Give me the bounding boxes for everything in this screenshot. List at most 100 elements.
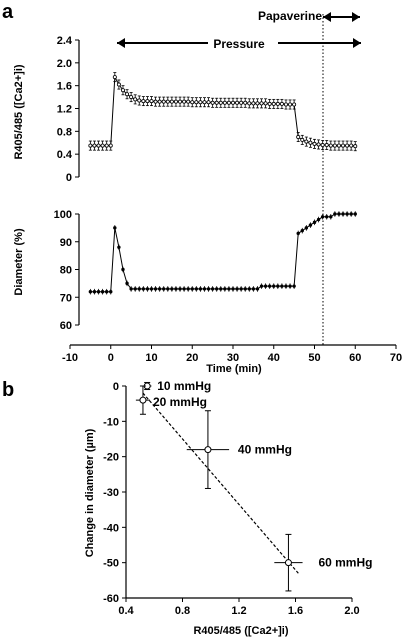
diameter-point bbox=[194, 287, 199, 291]
scatter-y-tick-label: -20 bbox=[103, 452, 119, 464]
ca-y-tick-label: 2.0 bbox=[57, 58, 72, 70]
diameter-point bbox=[312, 220, 317, 225]
ca-y-tick-label: 0.8 bbox=[57, 126, 72, 138]
diameter-point bbox=[272, 284, 276, 288]
papaverine-label: Papaverine bbox=[258, 9, 322, 23]
ca-point bbox=[345, 143, 350, 148]
ca-point bbox=[349, 143, 354, 148]
time-axis-label: Time (min) bbox=[206, 363, 262, 375]
diameter-point bbox=[215, 287, 219, 291]
diameter-point bbox=[219, 287, 223, 291]
diameter-point bbox=[153, 287, 158, 291]
ca-point bbox=[161, 99, 166, 104]
ca-point bbox=[112, 75, 117, 80]
diameter-y-tick-label: 90 bbox=[60, 237, 72, 249]
ca-point bbox=[292, 102, 297, 107]
ca-point bbox=[243, 100, 248, 105]
diameter-point bbox=[329, 215, 333, 219]
ca-point bbox=[283, 102, 288, 107]
ca-x-axis-label: R405/485 ([Ca2+]i) bbox=[193, 625, 288, 637]
diameter-point bbox=[178, 287, 182, 291]
ca-point bbox=[194, 100, 199, 105]
ca-point bbox=[259, 101, 264, 106]
diameter-point bbox=[133, 287, 137, 291]
ca-point bbox=[165, 99, 170, 104]
ca-point bbox=[120, 88, 125, 93]
diameter-point bbox=[349, 212, 353, 216]
ca-point bbox=[125, 92, 130, 97]
diameter-point bbox=[243, 287, 247, 291]
diameter-point bbox=[227, 287, 231, 291]
diameter-point bbox=[223, 287, 227, 291]
ca-point bbox=[116, 82, 121, 87]
calcium-plot: 0 0.4 0.8 1.2 1.6 2.0 2.4 bbox=[57, 35, 358, 184]
diameter-point bbox=[174, 287, 178, 291]
ca-point bbox=[133, 97, 138, 102]
diameter-point bbox=[280, 284, 284, 288]
ca-point bbox=[312, 141, 317, 146]
scatter-x-tick-label: 0.4 bbox=[118, 605, 134, 617]
ca-point bbox=[336, 143, 341, 148]
ca-point bbox=[296, 135, 301, 140]
diameter-point bbox=[251, 287, 256, 291]
diameter-point bbox=[121, 267, 125, 272]
scatter-y-tick-label: -60 bbox=[103, 593, 119, 605]
diameter-point bbox=[170, 287, 174, 291]
ca-point bbox=[157, 99, 162, 104]
diameter-point bbox=[353, 212, 357, 216]
scatter-y-tick-label: -30 bbox=[103, 487, 119, 499]
ca-point bbox=[100, 143, 105, 148]
ca-point bbox=[328, 143, 333, 148]
diameter-point bbox=[92, 290, 97, 294]
time-x-tick-label: 20 bbox=[186, 352, 198, 364]
diameter-point bbox=[125, 281, 129, 286]
diameter-point bbox=[288, 284, 292, 288]
ca-point bbox=[88, 143, 93, 148]
ca-point bbox=[173, 99, 178, 104]
ca-point bbox=[324, 143, 329, 148]
ca-point bbox=[320, 143, 325, 148]
diameter-axis-label: Diameter (%) bbox=[13, 228, 25, 296]
scatter-x-tick-label: 2.0 bbox=[344, 605, 359, 617]
ca-y-tick-label: 2.4 bbox=[57, 35, 73, 47]
diameter-point bbox=[182, 287, 186, 291]
diameter-point bbox=[345, 212, 349, 216]
ca-point bbox=[198, 100, 203, 105]
scatter-point-label: 10 mmHg bbox=[157, 379, 211, 393]
diameter-point bbox=[166, 287, 170, 291]
diameter-point bbox=[304, 226, 309, 230]
ca-point bbox=[96, 143, 101, 148]
diameter-point bbox=[263, 284, 268, 288]
diameter-point bbox=[210, 287, 215, 291]
diameter-point bbox=[157, 287, 162, 291]
scatter-trendline bbox=[142, 392, 299, 574]
ca-point bbox=[255, 101, 260, 106]
ca-y-tick-label: 0.4 bbox=[57, 149, 73, 161]
diameter-point bbox=[276, 284, 280, 288]
ca-point bbox=[104, 143, 109, 148]
ca-y-tick-label: 0 bbox=[66, 172, 72, 184]
panel-b-label: b bbox=[2, 379, 14, 401]
scatter-point-label: 40 mmHg bbox=[238, 443, 292, 457]
diameter-point bbox=[255, 287, 260, 291]
diameter-point bbox=[109, 290, 113, 294]
papaverine-arrow bbox=[323, 12, 360, 22]
panel-a-label: a bbox=[2, 1, 14, 23]
diameter-point bbox=[162, 287, 166, 291]
diameter-point bbox=[300, 228, 304, 233]
ca-point bbox=[235, 100, 240, 105]
diameter-point bbox=[141, 287, 146, 291]
scatter-x-tick-label: 1.2 bbox=[231, 605, 246, 617]
diameter-point bbox=[129, 287, 133, 291]
ca-point bbox=[288, 102, 293, 107]
ca-point bbox=[206, 100, 211, 105]
ca-point bbox=[202, 100, 207, 105]
time-x-tick-label: 30 bbox=[227, 352, 239, 364]
scatter-y-tick-label: -50 bbox=[103, 558, 119, 570]
scatter-x-tick-label: 1.6 bbox=[288, 605, 303, 617]
ca-point bbox=[308, 140, 313, 145]
diameter-point bbox=[231, 287, 235, 291]
scatter-plot: 0 -10 -20 -30 -40 -50 -600.4 0.8 1.2 1.6 2.0 10 mmH… bbox=[103, 379, 372, 617]
ca-point bbox=[182, 99, 187, 104]
